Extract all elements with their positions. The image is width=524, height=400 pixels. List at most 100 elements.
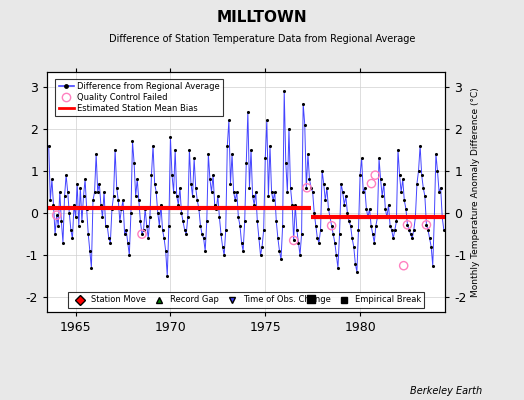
Point: [383, 214, 391, 220]
Point: [223, 142, 232, 149]
Point: [425, 235, 434, 242]
Point: [143, 222, 151, 229]
Point: [157, 202, 165, 208]
Point: [367, 222, 375, 229]
Point: [132, 193, 140, 200]
Point: [264, 193, 272, 200]
Point: [340, 202, 348, 208]
Point: [128, 138, 137, 145]
Point: [286, 184, 294, 191]
Point: [353, 269, 361, 275]
Point: [328, 222, 336, 229]
Point: [51, 231, 59, 237]
Point: [65, 210, 73, 216]
Point: [350, 244, 358, 250]
Point: [76, 184, 84, 191]
Point: [52, 212, 61, 218]
Point: [209, 172, 217, 178]
Point: [195, 206, 203, 212]
Point: [97, 202, 105, 208]
Point: [258, 244, 266, 250]
Point: [371, 172, 379, 178]
Point: [168, 172, 176, 178]
Point: [177, 210, 185, 216]
Point: [331, 239, 339, 246]
Point: [234, 214, 243, 220]
Point: [408, 235, 417, 242]
Point: [185, 147, 193, 153]
Point: [261, 155, 269, 162]
Point: [89, 197, 97, 204]
Point: [85, 248, 94, 254]
Point: [146, 214, 154, 220]
Point: [255, 235, 263, 242]
Point: [280, 88, 288, 94]
Point: [430, 214, 439, 220]
Point: [203, 218, 211, 225]
Point: [78, 218, 86, 225]
Point: [351, 260, 359, 267]
Point: [208, 189, 216, 195]
Text: MILLTOWN: MILLTOWN: [217, 10, 307, 25]
Point: [215, 214, 224, 220]
Point: [378, 193, 386, 200]
Point: [332, 252, 341, 258]
Point: [188, 193, 196, 200]
Point: [166, 134, 174, 140]
Point: [335, 231, 344, 237]
Point: [103, 222, 112, 229]
Point: [392, 218, 401, 225]
Point: [403, 222, 412, 228]
Point: [418, 172, 426, 178]
Point: [176, 184, 184, 191]
Point: [127, 210, 135, 216]
Point: [54, 222, 62, 229]
Point: [433, 168, 442, 174]
Point: [356, 172, 364, 178]
Point: [263, 117, 271, 124]
Point: [326, 214, 334, 220]
Point: [407, 231, 415, 237]
Point: [372, 222, 380, 229]
Point: [149, 142, 157, 149]
Point: [354, 227, 363, 233]
Point: [196, 222, 205, 229]
Point: [399, 262, 408, 269]
Point: [342, 193, 350, 200]
Point: [237, 239, 246, 246]
Point: [63, 189, 72, 195]
Point: [179, 218, 187, 225]
Point: [110, 193, 118, 200]
Point: [346, 222, 355, 229]
Point: [301, 122, 309, 128]
Point: [362, 206, 370, 212]
Point: [174, 202, 182, 208]
Point: [432, 151, 440, 157]
Point: [244, 109, 252, 115]
Point: [236, 222, 244, 229]
Point: [320, 180, 328, 187]
Point: [436, 184, 445, 191]
Point: [84, 231, 92, 237]
Point: [410, 227, 418, 233]
Point: [323, 184, 331, 191]
Point: [133, 176, 141, 182]
Point: [99, 214, 107, 220]
Point: [390, 227, 399, 233]
Point: [266, 142, 274, 149]
Point: [422, 222, 431, 228]
Point: [81, 176, 89, 182]
Point: [296, 252, 304, 258]
Legend: Station Move, Record Gap, Time of Obs. Change, Empirical Break: Station Move, Record Gap, Time of Obs. C…: [68, 292, 424, 308]
Point: [130, 159, 138, 166]
Point: [193, 197, 202, 204]
Point: [48, 176, 56, 182]
Point: [368, 231, 377, 237]
Point: [386, 222, 394, 229]
Point: [275, 248, 283, 254]
Point: [190, 155, 198, 162]
Point: [416, 142, 424, 149]
Point: [427, 244, 435, 250]
Point: [329, 231, 337, 237]
Point: [68, 235, 77, 242]
